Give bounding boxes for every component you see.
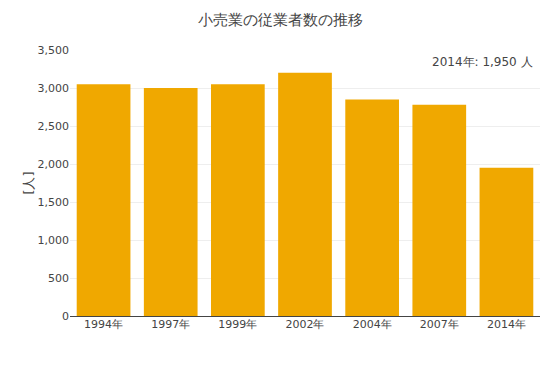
svg-text:0: 0: [62, 310, 69, 323]
svg-text:1,000: 1,000: [38, 234, 70, 247]
svg-text:1997年: 1997年: [151, 318, 190, 331]
svg-text:[人]: [人]: [21, 171, 36, 194]
svg-text:小売業の従業者数の推移: 小売業の従業者数の推移: [198, 11, 363, 29]
svg-text:1,500: 1,500: [38, 196, 70, 209]
svg-text:3,000: 3,000: [38, 82, 70, 95]
svg-text:1999年: 1999年: [218, 318, 257, 331]
svg-text:2002年: 2002年: [286, 318, 325, 331]
svg-text:2,500: 2,500: [38, 120, 70, 133]
svg-text:2014年: 1,950 人: 2014年: 1,950 人: [432, 55, 533, 69]
svg-text:1994年: 1994年: [84, 318, 123, 331]
svg-text:2007年: 2007年: [420, 318, 459, 331]
svg-text:500: 500: [48, 272, 69, 285]
svg-text:2004年: 2004年: [353, 318, 392, 331]
svg-text:3,500: 3,500: [38, 44, 70, 57]
svg-text:2,000: 2,000: [38, 158, 70, 171]
svg-text:2014年: 2014年: [487, 318, 526, 331]
